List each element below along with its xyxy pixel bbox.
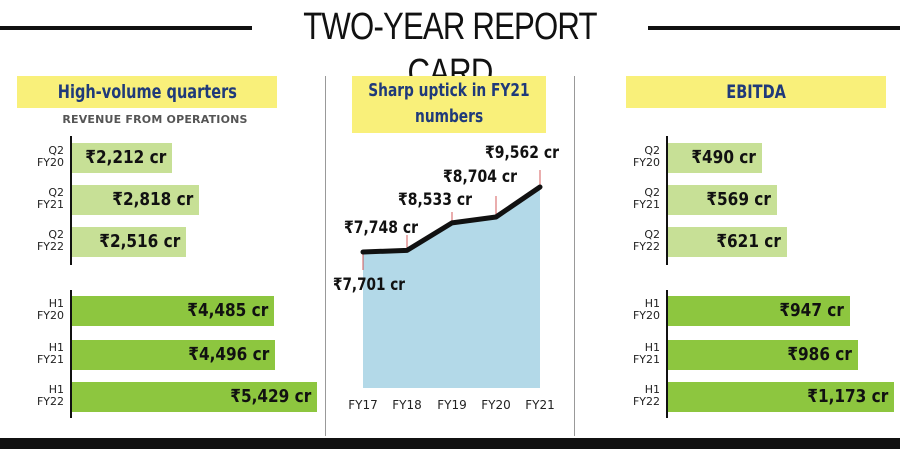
ebitda-panel-title-text: EBITDA	[726, 81, 786, 103]
bar-category-label: H1 FY21	[600, 342, 660, 366]
category-period: H1	[48, 341, 64, 354]
category-year: FY21	[36, 198, 64, 211]
bar-q2-fy22: ₹621 cr	[668, 227, 787, 257]
category-year: FY21	[632, 353, 660, 366]
point-value-label-fy18: ₹7,748 cr	[344, 218, 419, 238]
category-period: Q2	[644, 144, 660, 157]
bottom-rule	[0, 438, 900, 449]
point-value-label-fy17: ₹7,701 cr	[333, 275, 405, 295]
bar-q2-fy20: ₹2,212 cr	[72, 143, 172, 173]
category-period: Q2	[644, 186, 660, 199]
bar-value-label: ₹490 cr	[691, 147, 756, 168]
page-title: TWO-YEAR REPORT CARD	[303, 6, 597, 94]
x-tick-label-fy21: FY21	[525, 398, 555, 412]
bar-value-label: ₹2,516 cr	[99, 231, 180, 252]
bar-category-label: Q2 FY21	[600, 187, 660, 211]
bar-q2-fy22: ₹2,516 cr	[72, 227, 186, 257]
bar-h1-fy20: ₹4,485 cr	[72, 296, 274, 326]
bar-q2-fy21: ₹569 cr	[668, 185, 777, 215]
series-line	[360, 184, 543, 255]
point-value-label-fy19: ₹8,533 cr	[398, 190, 473, 210]
point-value-label-fy21: ₹9,562 cr	[485, 143, 560, 163]
category-year: FY20	[36, 156, 64, 169]
bar-h1-fy21: ₹4,496 cr	[72, 340, 275, 370]
uptick-panel-title: Sharp uptick in FY21 numbers	[352, 76, 546, 133]
bar-value-label: ₹986 cr	[787, 344, 852, 365]
bar-category-label: Q2 FY22	[4, 229, 64, 253]
bar-h1-fy21: ₹986 cr	[668, 340, 858, 370]
category-year: FY22	[36, 240, 64, 253]
bar-h1-fy20: ₹947 cr	[668, 296, 850, 326]
revenue-subtitle: REVENUE FROM OPERATIONS	[62, 113, 248, 126]
bar-value-label: ₹2,212 cr	[85, 147, 166, 168]
x-tick-label-fy18: FY18	[392, 398, 422, 412]
bar-category-label: Q2 FY21	[4, 187, 64, 211]
bar-category-label: Q2 FY22	[600, 229, 660, 253]
bar-axis-h1	[70, 290, 72, 418]
bar-value-label: ₹621 cr	[716, 231, 781, 252]
category-period: H1	[48, 383, 64, 396]
title-rule-left	[0, 26, 252, 30]
bar-axis-h1	[666, 290, 668, 418]
bar-category-label: H1 FY20	[600, 298, 660, 322]
ebitda-panel-title: EBITDA	[626, 76, 886, 108]
bar-category-label: H1 FY20	[4, 298, 64, 322]
bar-category-label: Q2 FY20	[4, 145, 64, 169]
uptick-title-line1: Sharp uptick in FY21	[368, 80, 530, 101]
category-year: FY20	[632, 309, 660, 322]
bar-axis-q2	[70, 136, 72, 265]
category-period: H1	[644, 341, 660, 354]
point-value-label-fy20: ₹8,704 cr	[443, 167, 518, 187]
x-tick-label-fy20: FY20	[481, 398, 511, 412]
x-tick-label-fy17: FY17	[348, 398, 378, 412]
bar-h1-fy22: ₹5,429 cr	[72, 382, 317, 412]
bar-value-label: ₹4,496 cr	[188, 344, 269, 365]
area-fill	[363, 187, 540, 388]
column-divider-right	[574, 76, 575, 436]
bar-h1-fy22: ₹1,173 cr	[668, 382, 894, 412]
column-divider-left	[325, 76, 326, 436]
category-period: H1	[644, 383, 660, 396]
revenue-panel-title-text: High-volume quarters	[57, 81, 237, 103]
category-year: FY21	[632, 198, 660, 211]
bar-value-label: ₹569 cr	[706, 189, 771, 210]
category-year: FY20	[632, 156, 660, 169]
category-year: FY22	[632, 395, 660, 408]
revenue-panel-title: High-volume quarters	[17, 76, 277, 108]
category-period: H1	[48, 297, 64, 310]
category-period: Q2	[48, 144, 64, 157]
bar-value-label: ₹947 cr	[779, 300, 844, 321]
category-period: Q2	[48, 186, 64, 199]
bar-value-label: ₹1,173 cr	[807, 386, 888, 407]
bar-category-label: H1 FY21	[4, 342, 64, 366]
category-year: FY20	[36, 309, 64, 322]
category-period: Q2	[644, 228, 660, 241]
bar-q2-fy20: ₹490 cr	[668, 143, 762, 173]
category-year: FY22	[632, 240, 660, 253]
uptick-title-line2: numbers	[414, 106, 484, 127]
x-tick-label-fy19: FY19	[437, 398, 467, 412]
category-year: FY22	[36, 395, 64, 408]
category-period: H1	[644, 297, 660, 310]
bar-category-label: H1 FY22	[600, 384, 660, 408]
bar-value-label: ₹4,485 cr	[187, 300, 268, 321]
bar-value-label: ₹5,429 cr	[230, 386, 311, 407]
title-rule-right	[648, 26, 900, 30]
bar-axis-q2	[666, 136, 668, 265]
bar-category-label: H1 FY22	[4, 384, 64, 408]
bar-q2-fy21: ₹2,818 cr	[72, 185, 199, 215]
bar-category-label: Q2 FY20	[600, 145, 660, 169]
bar-value-label: ₹2,818 cr	[112, 189, 193, 210]
category-period: Q2	[48, 228, 64, 241]
category-year: FY21	[36, 353, 64, 366]
